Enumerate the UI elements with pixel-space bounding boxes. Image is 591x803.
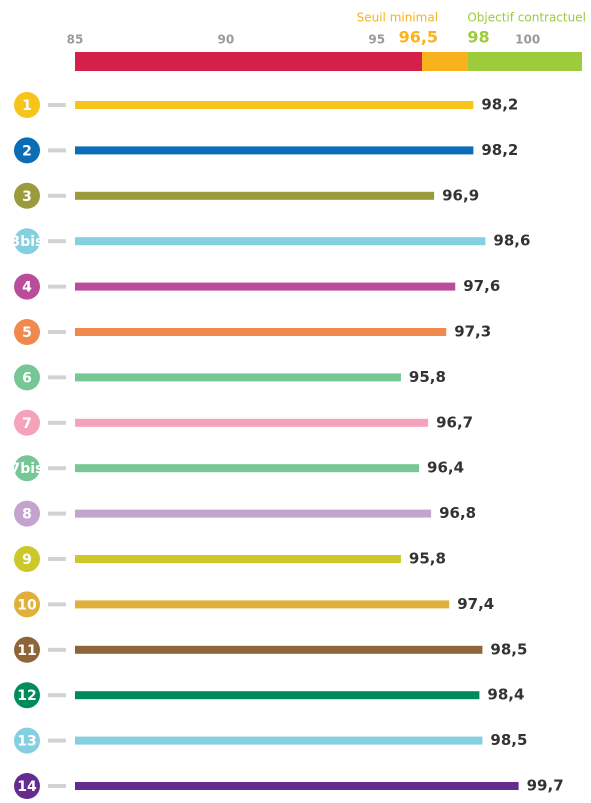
category-label: 2	[22, 143, 32, 159]
scale-band	[422, 52, 468, 71]
bar	[75, 782, 519, 790]
bar	[75, 736, 483, 745]
bar	[75, 101, 474, 109]
bar	[75, 237, 486, 246]
line-badge	[14, 364, 40, 391]
category-label: 11	[17, 643, 36, 659]
line-badge	[14, 228, 40, 255]
line-badge	[14, 137, 40, 164]
connector	[48, 193, 66, 198]
line-badge	[14, 92, 40, 118]
x-tick-label: 90	[218, 33, 235, 47]
connector	[48, 466, 66, 471]
category-label: 8	[22, 507, 32, 523]
connector	[48, 103, 66, 107]
bar	[75, 328, 447, 336]
value-label: 99,7	[527, 777, 564, 795]
line-badge	[14, 546, 40, 572]
category-label: 7	[22, 416, 32, 432]
category-label: 1	[22, 98, 32, 114]
connector	[48, 375, 66, 380]
value-label: 97,6	[463, 277, 500, 295]
category-label: 3	[22, 189, 32, 205]
bar	[75, 645, 483, 654]
bar	[75, 282, 456, 291]
line-badge	[14, 273, 40, 300]
bar	[75, 600, 450, 609]
category-label: 12	[17, 688, 36, 704]
value-label: 95,8	[409, 368, 446, 386]
value-label: 96,8	[439, 504, 476, 522]
category-label: 10	[17, 597, 37, 613]
bar	[75, 191, 435, 200]
scale-band	[75, 52, 423, 71]
connector	[48, 239, 66, 244]
connector	[48, 693, 66, 698]
value-label: 98,5	[490, 731, 527, 749]
line-badge	[14, 682, 40, 709]
category-label: 4	[22, 280, 32, 296]
threshold-label: 96,5	[399, 28, 438, 47]
value-label: 95,8	[409, 550, 446, 568]
bar	[75, 146, 474, 155]
bar	[75, 555, 401, 563]
connector	[48, 330, 66, 334]
threshold-name: Objectif contractuel	[467, 11, 586, 25]
category-label: 6	[22, 370, 32, 386]
line-badge	[14, 455, 40, 482]
value-label: 98,5	[490, 640, 527, 658]
category-label: 9	[22, 552, 32, 568]
bar	[75, 691, 480, 700]
connector	[48, 784, 66, 788]
line-badge	[14, 636, 40, 663]
bar	[75, 373, 401, 382]
value-label: 98,2	[481, 141, 518, 159]
line-badge	[14, 409, 40, 436]
category-label: 5	[22, 325, 32, 341]
value-label: 98,2	[481, 96, 518, 114]
scale-band	[467, 52, 582, 71]
value-label: 97,4	[457, 595, 494, 613]
value-label: 96,9	[442, 186, 479, 204]
connector	[48, 738, 66, 743]
value-label: 97,3	[454, 323, 491, 341]
category-label: 7bis	[11, 461, 44, 477]
value-label: 96,4	[427, 459, 464, 477]
value-label: 98,6	[493, 232, 530, 250]
line-badge	[14, 773, 40, 799]
bar	[75, 418, 429, 427]
line-badge	[14, 319, 40, 345]
x-tick-label: 100	[515, 33, 540, 47]
line-badge	[14, 727, 40, 754]
category-label: 14	[17, 779, 37, 795]
value-label: 96,7	[436, 413, 473, 431]
threshold-label: 98	[467, 28, 489, 47]
connector	[48, 148, 66, 153]
category-label: 13	[17, 734, 36, 750]
connector	[48, 511, 66, 516]
connector	[48, 602, 66, 607]
line-badge	[14, 182, 40, 209]
line-badge	[14, 500, 40, 527]
value-label: 98,4	[487, 686, 524, 704]
bar	[75, 509, 432, 518]
bar	[75, 464, 420, 473]
line-badge	[14, 591, 40, 618]
connector	[48, 557, 66, 561]
connector	[48, 284, 66, 289]
x-tick-label: 95	[368, 33, 385, 47]
connector	[48, 420, 66, 425]
threshold-name: Seuil minimal	[357, 11, 438, 25]
connector	[48, 647, 66, 652]
x-tick-label: 85	[67, 33, 84, 47]
category-label: 3bis	[11, 234, 44, 250]
